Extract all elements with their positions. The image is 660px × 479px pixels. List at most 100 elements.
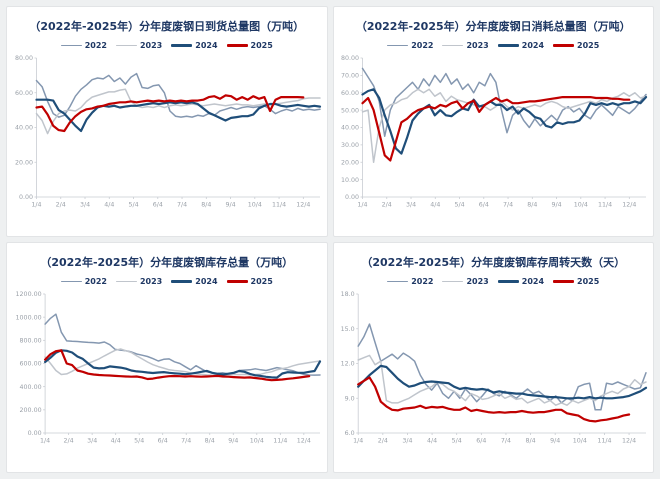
x-tick-label: 11/4 bbox=[272, 202, 286, 209]
legend-item-2024: 2024 bbox=[497, 41, 545, 51]
legend-line-swatch bbox=[553, 280, 575, 283]
legend: 2022 2023 2024 2025 bbox=[387, 41, 599, 50]
legend-label: 2024 bbox=[521, 41, 545, 51]
x-tick-label: 10/4 bbox=[573, 438, 587, 445]
legend-label: 2022 bbox=[411, 277, 434, 287]
legend-line-swatch bbox=[60, 44, 82, 47]
legend-item-2023: 2023 bbox=[115, 277, 163, 287]
x-tick-label: 1/4 bbox=[358, 202, 368, 209]
legend-label: 2024 bbox=[521, 277, 545, 287]
y-tick-label: 800.00 bbox=[19, 338, 41, 345]
legend: 2022 2023 2024 2025 bbox=[60, 277, 273, 287]
legend-item-2024: 2024 bbox=[171, 41, 218, 50]
series-line-2024 bbox=[357, 364, 648, 400]
y-tick-label: 10.00 bbox=[341, 177, 359, 184]
legend-item-2023: 2023 bbox=[442, 277, 489, 286]
y-tick-label: 60.00 bbox=[15, 90, 33, 97]
y-tick-label: 18.0 bbox=[341, 291, 355, 298]
chart-title: （2022年-2025年）分年度废钢日消耗总量图（万吨） bbox=[355, 20, 631, 33]
line-chart-canvas: 0.00 200.00 400.00 600.00 800.00 1000.00 1200.… bbox=[15, 291, 321, 445]
legend-label: 2022 bbox=[411, 41, 434, 51]
series-line-2022 bbox=[362, 67, 647, 138]
y-tick-label: 60.00 bbox=[341, 90, 359, 97]
x-tick-label: 2/4 bbox=[378, 438, 388, 445]
y-tick-label: 9.0 bbox=[345, 396, 355, 403]
legend: 2022 2023 2024 2025 bbox=[387, 277, 599, 286]
legend-item-2022: 2022 bbox=[387, 277, 433, 286]
legend-line-swatch bbox=[387, 44, 409, 47]
legend-line-swatch bbox=[171, 280, 193, 283]
x-tick-label: 4/4 bbox=[104, 202, 114, 209]
y-tick-label: 0.00 bbox=[345, 194, 359, 201]
chart-title: （2022年-2025年）分年度废钢日到货总量图（万吨） bbox=[29, 20, 305, 33]
x-tick-label: 1/4 bbox=[353, 438, 363, 445]
x-tick-label: 4/4 bbox=[110, 438, 120, 445]
x-tick-label: 3/4 bbox=[80, 202, 90, 209]
y-tick-label: 600.00 bbox=[19, 361, 41, 368]
legend-label: 2024 bbox=[195, 277, 218, 287]
x-tick-label: 10/4 bbox=[574, 202, 588, 209]
series-line-2024 bbox=[43, 349, 321, 379]
x-tick-label: 11/4 bbox=[598, 202, 612, 209]
legend-item-2022: 2022 bbox=[60, 41, 107, 51]
x-tick-label: 7/4 bbox=[177, 202, 187, 209]
legend-item-2024: 2024 bbox=[171, 277, 218, 287]
legend-line-swatch bbox=[226, 280, 248, 283]
series-line-2022 bbox=[357, 323, 647, 411]
legend-item-2025: 2025 bbox=[226, 41, 273, 50]
x-tick-label: 1/4 bbox=[40, 438, 50, 445]
legend-line-swatch bbox=[115, 280, 137, 283]
series-line-2024 bbox=[361, 88, 648, 155]
legend-line-swatch bbox=[497, 280, 519, 283]
x-tick-label: 7/4 bbox=[181, 438, 191, 445]
legend-item-2022: 2022 bbox=[387, 41, 433, 50]
x-tick-label: 11/4 bbox=[598, 438, 612, 445]
x-tick-label: 8/4 bbox=[201, 202, 211, 209]
x-tick-label: 2/4 bbox=[55, 202, 65, 209]
y-tick-label: 1200.00 bbox=[15, 291, 41, 298]
series-line-2022 bbox=[44, 313, 321, 377]
legend-label: 2025 bbox=[250, 277, 273, 287]
x-tick-label: 11/4 bbox=[273, 438, 287, 445]
x-tick-label: 3/4 bbox=[406, 202, 416, 209]
chart-panel-daily-arrivals: （2022年-2025年）分年度废钢日到货总量图（万吨） 2022 2023 202… bbox=[6, 6, 328, 237]
legend-label: 2022 bbox=[84, 41, 107, 51]
line-chart-canvas: 6.0 9.0 12.0 15.0 18.0 1/4 2/4 3/4 4/4 5/4 6/4 7/4 8… bbox=[341, 291, 648, 445]
x-tick-label: 5/4 bbox=[128, 202, 138, 209]
y-tick-label: 80.00 bbox=[341, 55, 359, 62]
legend-label: 2025 bbox=[577, 41, 600, 51]
legend-line-swatch bbox=[171, 44, 193, 47]
legend-line-swatch bbox=[226, 44, 248, 47]
line-chart-canvas: 0.00 10.00 20.00 30.00 40.00 50.00 60.00 70.00 8… bbox=[341, 55, 648, 209]
x-tick-label: 2/4 bbox=[63, 438, 73, 445]
chart-panel-turnover-days: （2022年-2025年）分年度废钢库存周转天数（天） 2022 2023 2024… bbox=[332, 242, 654, 473]
y-tick-label: 400.00 bbox=[19, 384, 41, 391]
series-line-2025 bbox=[43, 349, 311, 382]
x-tick-label: 3/4 bbox=[87, 438, 97, 445]
chart-panel-daily-consumption: （2022年-2025年）分年度废钢日消耗总量图（万吨） 2022 2023 202… bbox=[332, 6, 654, 237]
legend-line-swatch bbox=[60, 280, 82, 283]
legend-label: 2023 bbox=[139, 277, 163, 287]
x-tick-label: 9/4 bbox=[228, 438, 238, 445]
legend-label: 2023 bbox=[139, 41, 163, 51]
x-tick-label: 8/4 bbox=[527, 202, 537, 209]
legend-line-swatch bbox=[497, 44, 519, 47]
legend-line-swatch bbox=[442, 280, 464, 283]
legend: 2022 2023 2024 2025 bbox=[60, 41, 273, 51]
legend-line-swatch bbox=[115, 44, 137, 47]
x-tick-label: 9/4 bbox=[550, 438, 560, 445]
y-tick-label: 20.00 bbox=[341, 160, 359, 167]
legend-item-2023: 2023 bbox=[115, 41, 163, 51]
x-tick-label: 9/4 bbox=[552, 202, 562, 209]
legend-line-swatch bbox=[553, 44, 575, 47]
y-tick-label: 50.00 bbox=[341, 108, 359, 115]
x-tick-label: 5/4 bbox=[452, 438, 462, 445]
x-tick-label: 1/4 bbox=[31, 202, 41, 209]
series-line-2023 bbox=[35, 88, 321, 135]
legend-label: 2025 bbox=[577, 277, 600, 287]
x-tick-label: 12/4 bbox=[297, 438, 311, 445]
y-tick-label: 40.00 bbox=[341, 125, 359, 132]
legend-item-2022: 2022 bbox=[60, 277, 107, 286]
series-line-2023 bbox=[44, 348, 321, 377]
